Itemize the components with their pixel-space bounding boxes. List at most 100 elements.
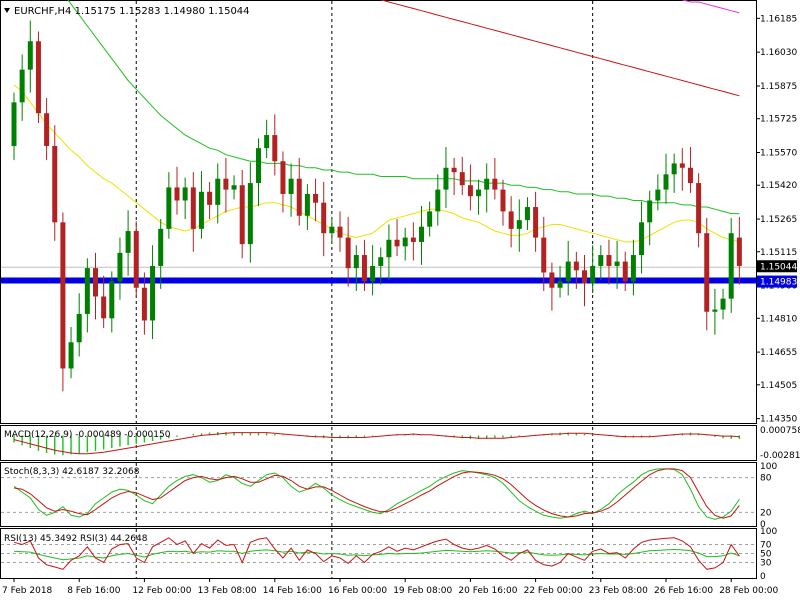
candle <box>386 224 392 281</box>
candle <box>329 216 335 244</box>
candle <box>647 190 653 246</box>
candle-body <box>557 281 563 288</box>
candle <box>117 237 123 300</box>
candle <box>582 255 587 307</box>
candle <box>451 157 457 196</box>
ma-fast-line <box>13 84 740 243</box>
candles <box>11 20 742 392</box>
candle-body <box>60 222 66 369</box>
candle <box>207 181 213 220</box>
candle-body <box>35 41 41 114</box>
candle <box>19 54 25 121</box>
candle <box>427 201 433 237</box>
candle-body <box>84 268 90 314</box>
candle <box>345 216 351 287</box>
candle <box>476 179 482 215</box>
candle-body <box>492 178 498 190</box>
candle-body <box>712 309 718 312</box>
x-tick-label: 12 Feb 00:00 <box>132 586 191 596</box>
candle-body <box>231 185 237 190</box>
rsi-pane: RSI(13) 45.3492 RSI(3) 44.2648 100 705030… <box>1 527 777 582</box>
moving-averages <box>13 0 740 243</box>
stoch-header: Stoch(8,3,3) 42.6187 32.2068 <box>4 467 140 477</box>
candle-body <box>728 233 734 299</box>
candle-body <box>484 178 490 190</box>
candle <box>27 20 33 93</box>
candle <box>630 239 636 296</box>
candle-body <box>141 287 147 321</box>
candle <box>109 271 115 333</box>
y-tick-label: 1.15570 <box>760 149 797 159</box>
candle-body <box>370 265 376 282</box>
candle <box>508 196 514 248</box>
candle-body <box>182 187 188 201</box>
x-tick-label: 13 Feb 08:00 <box>198 586 257 596</box>
y-tick-label: 1.15420 <box>760 181 797 191</box>
x-tick-label: 23 Feb 08:00 <box>589 586 648 596</box>
candle <box>93 252 98 320</box>
x-tick-label: 20 Feb 16:00 <box>458 586 517 596</box>
candle-body <box>223 178 229 190</box>
candle-body <box>736 237 742 266</box>
candle <box>174 166 180 215</box>
candle <box>459 156 465 196</box>
candle <box>663 153 669 204</box>
candle <box>728 217 734 313</box>
y-tick-label: 1.14350 <box>760 415 797 425</box>
candle <box>182 177 188 220</box>
candle <box>231 175 237 200</box>
macd-y-tick-label: -0.002812 <box>760 451 800 461</box>
candle <box>304 184 310 230</box>
candle-body <box>345 237 351 269</box>
candle <box>11 92 17 161</box>
candle <box>296 157 302 226</box>
candle-body <box>27 41 33 70</box>
candle-body <box>639 222 645 256</box>
stoch-lines <box>13 468 740 520</box>
candle-body <box>467 185 473 197</box>
candle <box>671 153 677 193</box>
y-tick-label: 1.14810 <box>760 314 797 324</box>
x-tick-label: 14 Feb 16:00 <box>263 586 322 596</box>
candle <box>321 181 327 257</box>
candle <box>402 227 408 261</box>
candle-body <box>451 167 457 173</box>
main-pane-frame <box>0 0 757 424</box>
candle-body <box>321 202 327 234</box>
current-price-badge <box>757 260 797 273</box>
candle-body <box>598 255 604 266</box>
candle-body <box>655 189 661 201</box>
candle-body <box>696 183 702 234</box>
candle <box>190 172 196 252</box>
candle <box>614 240 620 289</box>
candle-body <box>329 226 335 234</box>
candle-body <box>247 183 253 245</box>
candle <box>696 173 702 248</box>
candle <box>35 31 41 124</box>
candle-body <box>272 135 278 162</box>
candle-body <box>158 228 164 266</box>
candle <box>573 251 579 289</box>
candle <box>44 97 50 161</box>
stoch-main-line <box>13 468 740 520</box>
macd-pane: MACD(12,26,9) -0.000489 -0.000150 0.0007… <box>4 426 800 461</box>
candle-body <box>582 270 587 284</box>
candle-body <box>419 226 424 242</box>
candle <box>443 147 449 209</box>
candle <box>736 216 742 285</box>
candle <box>565 240 571 296</box>
stoch-y-tick-label: 0 <box>760 520 766 530</box>
rsi-y-tick-label: 30 <box>760 559 772 569</box>
candle-body <box>264 135 270 149</box>
current-price-label: 1.15044 <box>760 262 797 272</box>
candle <box>337 211 343 252</box>
candle <box>52 125 58 241</box>
candle-body <box>11 102 17 146</box>
candle-body <box>410 237 416 242</box>
candle-body <box>435 189 441 212</box>
candle-body <box>679 163 685 168</box>
rsi-pane-frame <box>0 528 757 579</box>
macd-header: MACD(12,26,9) -0.000489 -0.000150 <box>4 430 171 440</box>
